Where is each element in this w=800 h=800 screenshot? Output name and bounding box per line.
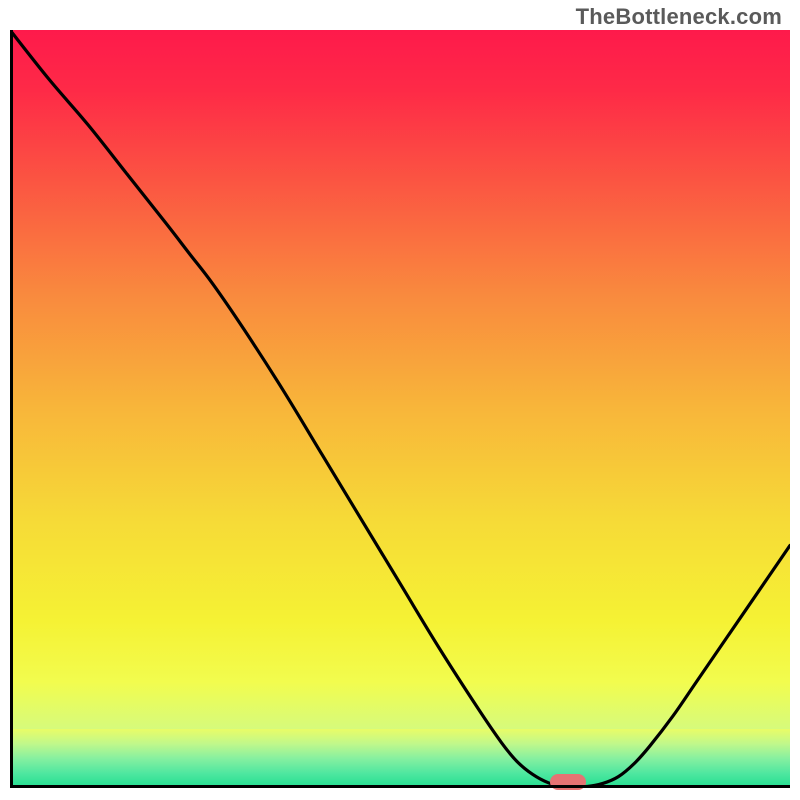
x-axis xyxy=(10,785,790,788)
plot-area xyxy=(10,30,790,788)
curve-path xyxy=(10,30,790,787)
bottleneck-chart xyxy=(0,0,800,800)
bottleneck-curve xyxy=(10,30,790,788)
y-axis xyxy=(10,30,13,788)
